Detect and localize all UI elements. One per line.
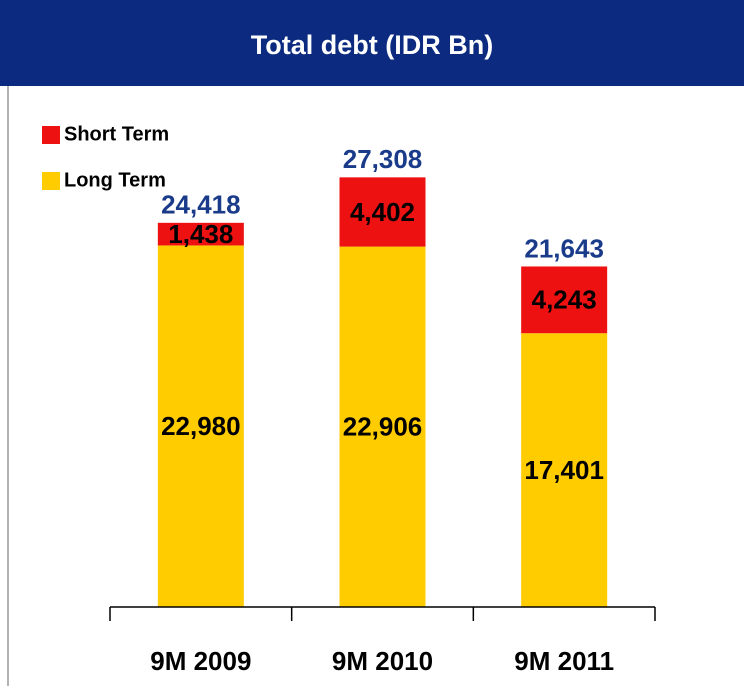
data-label: 22,980	[161, 411, 241, 441]
bar-segment	[157, 222, 244, 246]
data-label: 22,906	[343, 412, 423, 442]
data-label: 1,438	[168, 219, 233, 249]
chart-title: Total debt (IDR Bn)	[251, 30, 493, 60]
data-label: 4,402	[350, 197, 415, 227]
legend-swatch	[42, 126, 60, 144]
x-tick-label: 9M 2009	[150, 646, 251, 676]
bar-segment	[339, 177, 426, 247]
legend-label: Short Term	[64, 123, 169, 145]
data-label: 4,243	[532, 285, 597, 315]
total-label: 24,418	[161, 190, 241, 220]
title-band	[0, 0, 744, 86]
bar-segment	[157, 245, 244, 607]
legend-label: Long Term	[64, 169, 166, 191]
data-label: 17,401	[524, 455, 604, 485]
bar-segment	[521, 333, 608, 607]
total-label: 21,643	[524, 233, 604, 263]
bar-segment	[339, 246, 426, 607]
total-label: 27,308	[343, 144, 423, 174]
bar-segment	[521, 266, 608, 334]
x-tick-label: 9M 2011	[514, 646, 614, 676]
x-tick-label: 9M 2010	[332, 646, 433, 676]
legend-swatch	[42, 172, 60, 190]
